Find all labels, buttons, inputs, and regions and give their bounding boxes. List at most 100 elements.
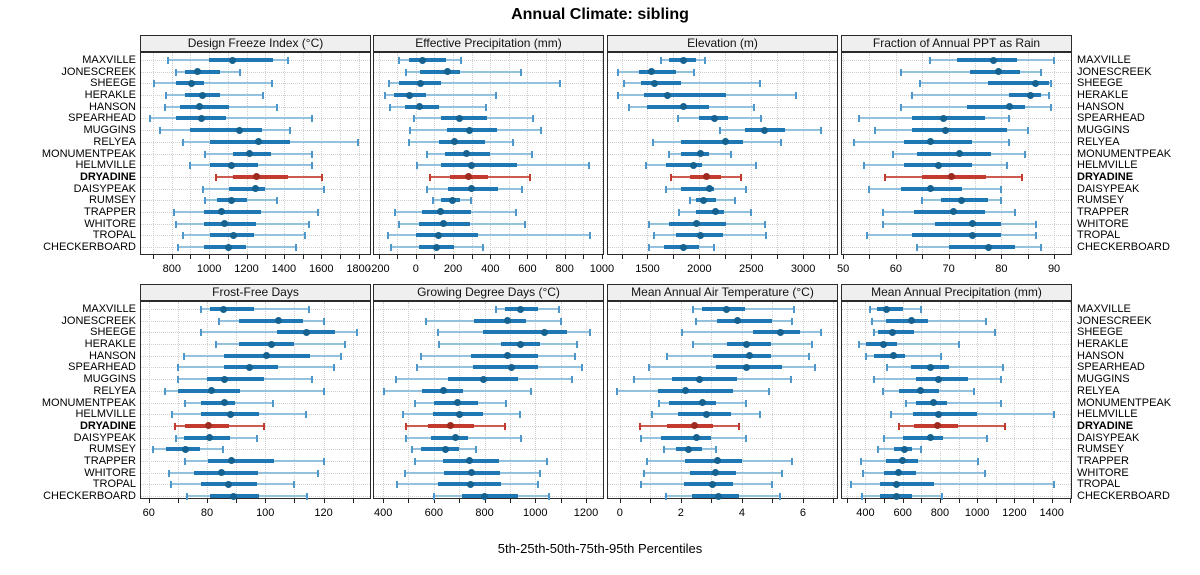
station-label: SHEEGE	[90, 326, 136, 339]
whisker-cap	[1005, 162, 1008, 170]
percentile-whisker	[850, 483, 1054, 486]
iqr-bar	[409, 58, 446, 62]
whisker-cap	[632, 376, 635, 384]
v-gridline	[846, 302, 848, 498]
whisker-cap	[437, 341, 440, 349]
v-gridline	[833, 302, 835, 498]
axis-tick	[206, 499, 208, 503]
median-dot	[405, 91, 413, 99]
axis-tick	[209, 255, 211, 259]
v-gridline	[378, 53, 380, 254]
whisker-cap	[548, 493, 551, 501]
median-dot	[235, 126, 243, 134]
whisker-cap	[640, 434, 643, 442]
median-dot	[706, 185, 714, 193]
whisker-cap	[663, 446, 666, 454]
whisker-cap	[262, 92, 265, 100]
whisker-cap	[394, 208, 397, 216]
median-dot	[984, 243, 992, 251]
whisker-cap	[398, 220, 401, 228]
station-label: JONESCREEK	[1077, 314, 1152, 327]
whisker-cap	[286, 57, 289, 64]
v-gridline	[190, 53, 192, 254]
v-gridline	[995, 302, 997, 498]
median-dot	[888, 328, 896, 336]
iqr-bar	[666, 163, 703, 168]
station-label: RUMSEY	[1077, 194, 1125, 207]
percentile-whisker	[862, 471, 985, 474]
whisker-cap	[1052, 411, 1055, 419]
whisker-cap	[386, 232, 389, 240]
station-label: HANSON	[1077, 100, 1125, 113]
percentile-whisker	[682, 331, 822, 334]
median-dot	[245, 150, 253, 158]
whisker-cap	[494, 92, 497, 100]
iqr-bar	[967, 104, 1026, 109]
whisker-cap	[588, 329, 591, 337]
iqr-bar	[914, 209, 986, 214]
axis-tick-label: 1400	[271, 263, 297, 275]
whisker-cap	[669, 173, 672, 181]
median-dot	[698, 399, 706, 407]
percentile-whisker	[150, 117, 312, 120]
whisker-cap	[882, 387, 885, 395]
whisker-cap	[519, 411, 522, 419]
whisker-cap	[1047, 92, 1050, 100]
median-dot	[679, 243, 687, 251]
whisker-cap	[869, 306, 872, 313]
median-dot	[448, 196, 456, 204]
axis-tick	[1014, 499, 1016, 503]
axis-tick	[884, 499, 886, 503]
whisker-cap	[436, 329, 439, 337]
axis-tick	[546, 255, 548, 259]
axis-tick	[922, 255, 924, 259]
v-gridline	[433, 302, 435, 498]
whisker-cap	[1034, 220, 1037, 228]
whisker-cap	[737, 422, 740, 430]
iqr-bar	[657, 388, 733, 393]
whisker-cap	[678, 208, 681, 216]
axis-tick	[352, 499, 354, 503]
station-label: HELMVILLE	[1077, 408, 1138, 421]
median-dot	[939, 114, 947, 122]
station-label: SPEARHEAD	[1077, 112, 1145, 125]
station-label: DAISYPEAK	[1077, 182, 1140, 195]
percentile-whisker	[385, 94, 496, 97]
station-label: TRAPPER	[1077, 205, 1129, 218]
iqr-bar	[440, 116, 488, 121]
whisker-cap	[677, 115, 680, 123]
whisker-cap	[1053, 57, 1056, 64]
whisker-cap	[993, 329, 996, 337]
median-dot	[648, 68, 656, 76]
iqr-bar	[209, 58, 273, 62]
h-gridline	[141, 71, 370, 73]
axis-tick-label: 70	[942, 263, 955, 275]
axis-tick-label: 1200	[1002, 507, 1027, 519]
whisker-cap	[217, 317, 220, 325]
median-dot	[540, 328, 548, 336]
whisker-cap	[484, 103, 487, 111]
v-gridline	[1070, 302, 1072, 498]
station-label: HERAKLE	[84, 338, 136, 351]
axis-tick	[527, 255, 529, 259]
whisker-cap	[164, 103, 167, 111]
whisker-cap	[640, 481, 643, 489]
whisker-cap	[659, 57, 662, 64]
median-dot	[440, 387, 448, 395]
median-dot	[229, 492, 237, 500]
median-dot	[681, 387, 689, 395]
whisker-cap	[765, 232, 768, 240]
iqr-bar	[422, 209, 471, 214]
axis-tick	[699, 255, 701, 259]
whisker-cap	[658, 399, 661, 407]
whisker-cap	[889, 411, 892, 419]
whisker-cap	[1008, 138, 1011, 146]
median-dot	[467, 480, 475, 488]
median-dot	[1005, 103, 1013, 111]
whisker-cap	[262, 422, 265, 430]
median-dot	[776, 328, 784, 336]
h-gridline	[608, 71, 837, 73]
whisker-cap	[469, 197, 472, 205]
v-gridline	[564, 53, 566, 254]
axis-tick	[302, 255, 304, 259]
